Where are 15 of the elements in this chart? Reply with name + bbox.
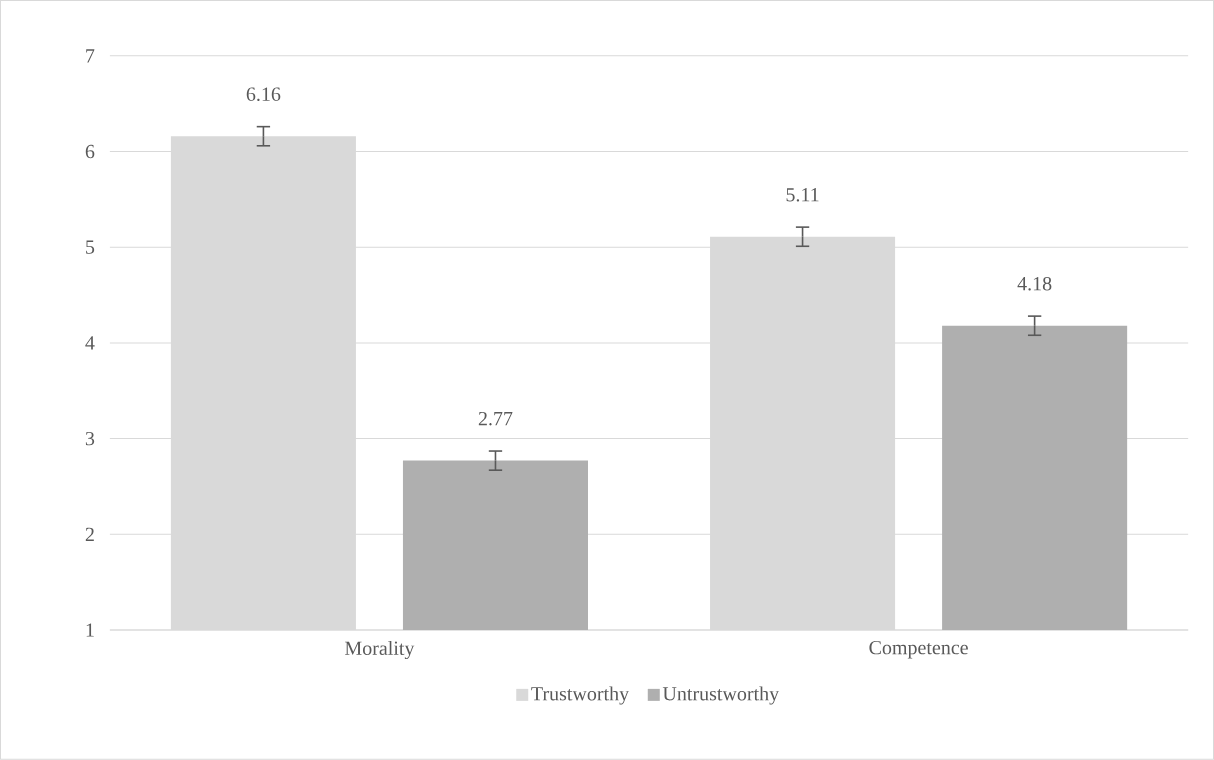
data-label: 4.18: [1017, 276, 1052, 291]
y-tick-label: 6: [85, 144, 95, 159]
legend-label: Untrustworthy: [662, 686, 780, 705]
legend-label: Trustworthy: [531, 686, 630, 705]
data-label: 2.77: [478, 411, 513, 426]
data-label: 5.11: [786, 188, 819, 202]
y-tick-label: 1: [86, 623, 94, 637]
y-tick-label: 7: [86, 49, 95, 63]
data-label: 6.16: [246, 87, 281, 102]
y-tick-label: 3: [85, 431, 95, 446]
x-tick-label: Morality: [345, 641, 415, 660]
x-tick-label: Competence: [869, 641, 968, 659]
y-tick-label: 4: [85, 336, 95, 350]
y-tick-label: 2: [85, 527, 94, 541]
y-tick-label: 5: [86, 240, 95, 254]
